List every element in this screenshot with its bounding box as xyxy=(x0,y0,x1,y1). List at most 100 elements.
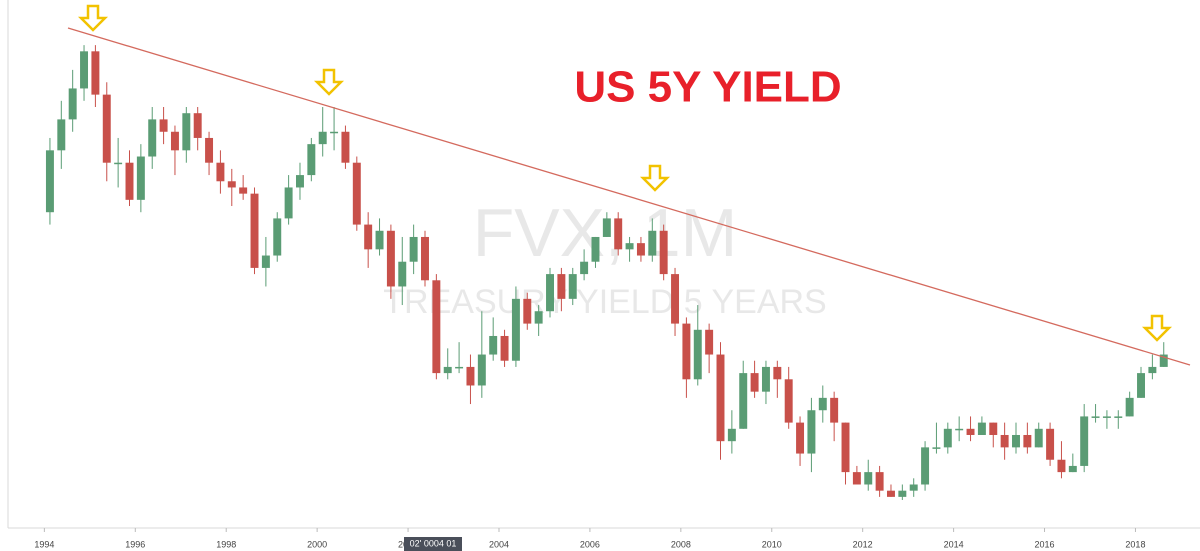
candle-body xyxy=(466,366,475,386)
candle-body xyxy=(182,113,191,151)
candle-body xyxy=(921,447,930,485)
candle-body xyxy=(1159,354,1168,367)
x-tick-label: 2014 xyxy=(944,539,964,549)
candle-body xyxy=(409,236,418,262)
candle-body xyxy=(977,422,986,435)
crosshair-box xyxy=(404,537,462,551)
candle-body xyxy=(386,230,395,287)
candle-body xyxy=(273,218,282,256)
x-tick-label: 2000 xyxy=(307,539,327,549)
candle-body xyxy=(818,397,827,411)
candle-body xyxy=(1102,416,1111,418)
candle-body xyxy=(421,236,429,281)
x-tick-label: 1994 xyxy=(34,539,54,549)
candle-body xyxy=(45,150,54,213)
candle-body xyxy=(614,218,623,250)
x-tick-label: 2018 xyxy=(1125,539,1145,549)
candle-body xyxy=(1057,459,1066,473)
candle-body xyxy=(1080,416,1089,466)
crosshair-label: 02' 0004 01 xyxy=(410,538,457,548)
candle-body xyxy=(1091,416,1100,418)
candle-body xyxy=(955,428,964,431)
candle-body xyxy=(80,51,89,89)
candle-body xyxy=(1137,373,1145,398)
arrows xyxy=(77,4,1173,342)
candle-body xyxy=(523,298,532,324)
candle-body xyxy=(295,175,304,188)
candle-body xyxy=(705,329,714,355)
candle-body xyxy=(307,144,316,176)
candle-body xyxy=(1148,366,1157,374)
candle-body xyxy=(1114,416,1123,418)
candle-body xyxy=(568,274,577,299)
candle-body xyxy=(534,311,543,324)
candle-body xyxy=(682,323,691,380)
candle-body xyxy=(602,218,611,237)
candle-body xyxy=(852,472,861,485)
trend-line xyxy=(67,27,1191,366)
candle-body xyxy=(1068,465,1077,473)
watermark-subtitle: TREASURY YIELD 5 YEARS xyxy=(383,283,826,321)
candle-body xyxy=(546,274,554,312)
x-tick-label: 2016 xyxy=(1035,539,1055,549)
candle-body xyxy=(114,162,123,165)
candle-body xyxy=(727,428,736,442)
candle-body xyxy=(636,243,645,256)
arrow xyxy=(313,68,345,96)
candle-body xyxy=(136,156,145,200)
candle-body xyxy=(318,131,327,145)
candle-body xyxy=(511,298,520,361)
candle-body xyxy=(330,131,339,134)
candle-body xyxy=(739,373,748,429)
candle-body xyxy=(375,230,384,250)
candle-body xyxy=(341,131,350,163)
x-tick-label: 1996 xyxy=(125,539,145,549)
x-tick-label: 2012 xyxy=(853,539,873,549)
candle-body xyxy=(227,181,236,188)
candle-body xyxy=(205,137,214,163)
candle-body xyxy=(239,187,248,194)
candle-body xyxy=(625,243,634,250)
x-tick-label: 1998 xyxy=(216,539,236,549)
candle-body xyxy=(943,428,952,448)
candle-body xyxy=(443,366,452,374)
candle-body xyxy=(932,447,941,449)
candle-body xyxy=(159,119,168,132)
x-tick-label: 2010 xyxy=(762,539,782,549)
candle-body xyxy=(716,354,725,442)
arrow xyxy=(77,4,109,32)
candle-body xyxy=(148,119,157,157)
candle-body xyxy=(966,428,975,435)
candle-body xyxy=(807,410,816,454)
arrow xyxy=(639,164,671,192)
candle-body xyxy=(830,397,839,423)
candle-body xyxy=(909,484,918,491)
candle-body xyxy=(216,162,225,182)
candle-body xyxy=(91,51,100,95)
candle-body xyxy=(68,88,77,120)
candle-body xyxy=(261,255,270,268)
candle-body xyxy=(648,230,657,256)
candle-body xyxy=(455,366,464,369)
candle-body xyxy=(886,490,895,497)
x-tick-label: 2004 xyxy=(489,539,509,549)
candle-body xyxy=(432,280,441,374)
candle-body xyxy=(989,422,998,435)
candle-body xyxy=(364,224,373,250)
candle-body xyxy=(671,274,680,324)
candle-body xyxy=(284,187,293,219)
candle-body xyxy=(102,94,111,163)
candle-body xyxy=(841,422,850,473)
candle-body xyxy=(761,366,770,392)
candle-body xyxy=(557,274,566,299)
candle-body xyxy=(864,472,873,485)
candle-body xyxy=(875,472,884,491)
candle-body xyxy=(1000,434,1009,448)
candle-body xyxy=(500,335,509,361)
candle-body xyxy=(352,162,361,225)
candle-body xyxy=(693,329,702,380)
candle-body xyxy=(659,230,668,275)
candle-body xyxy=(591,236,600,262)
candle-body xyxy=(898,490,907,497)
